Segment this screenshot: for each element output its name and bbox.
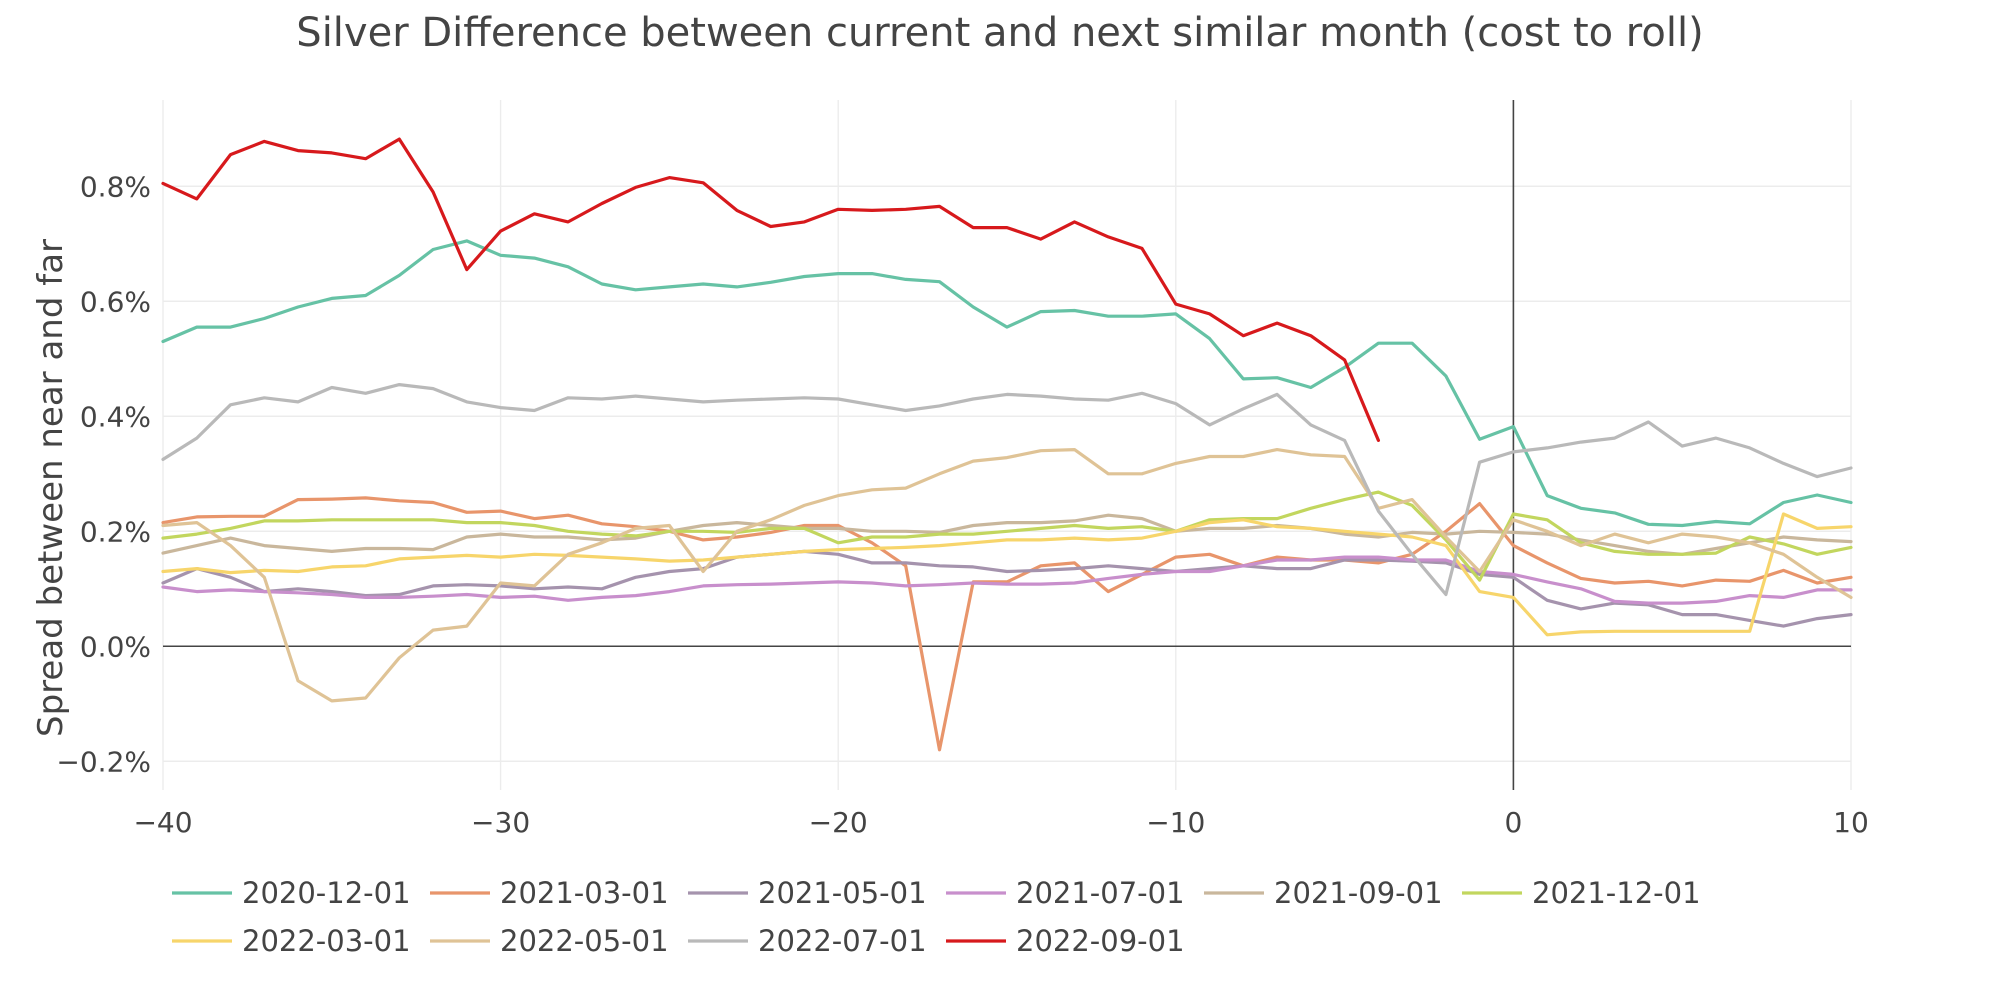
legend-label: 2022-09-01 <box>1016 924 1185 958</box>
series-line-2021-07-01 <box>161 555 1853 605</box>
legend-label: 2022-07-01 <box>758 924 927 958</box>
series-line-2020-12-01 <box>161 239 1853 528</box>
legend-label: 2021-12-01 <box>1532 876 1701 910</box>
legend: 2020-12-01 2021-03-01 2021-05-01 2021-07-01… <box>172 876 1701 958</box>
legend-label: 2022-03-01 <box>242 924 411 958</box>
legend-item: 2022-09-01 <box>946 924 1185 958</box>
series-line-2022-07-01 <box>161 383 1853 597</box>
y-tick-label: 0.0% <box>80 630 151 663</box>
legend-item: 2022-03-01 <box>172 924 411 958</box>
legend-item: 2021-12-01 <box>1462 876 1701 910</box>
grid <box>162 100 1852 790</box>
y-tick-label: 0.6% <box>80 285 151 318</box>
y-tick-label: 0.4% <box>80 400 151 433</box>
y-axis-label: Spread between near and far <box>31 239 71 737</box>
legend-item: 2021-09-01 <box>1204 876 1443 910</box>
tick-labels: −40 −30 −20 −10 0 10 −0.2% 0.0% 0.2% 0.4% 0.6% 0.8% <box>56 170 1868 839</box>
legend-label: 2022-05-01 <box>500 924 669 958</box>
x-tick-label: −30 <box>471 806 530 839</box>
series-lines <box>161 137 1853 752</box>
series-line-2022-03-01 <box>161 512 1853 637</box>
series-line-2021-09-01 <box>161 513 1853 556</box>
series-line-2021-05-01 <box>161 549 1853 628</box>
legend-item: 2020-12-01 <box>172 876 411 910</box>
legend-label: 2020-12-01 <box>242 876 411 910</box>
y-tick-label: 0.2% <box>80 515 151 548</box>
y-tick-label: −0.2% <box>56 745 151 778</box>
legend-item: 2021-05-01 <box>688 876 927 910</box>
legend-item: 2021-07-01 <box>946 876 1185 910</box>
x-tick-label: −10 <box>1146 806 1205 839</box>
x-tick-label: −40 <box>133 806 192 839</box>
axes <box>163 100 1851 790</box>
x-tick-label: 10 <box>1833 806 1869 839</box>
legend-label: 2021-07-01 <box>1016 876 1185 910</box>
x-tick-label: −20 <box>809 806 868 839</box>
legend-item: 2022-05-01 <box>430 924 669 958</box>
series-line-2021-12-01 <box>161 490 1853 582</box>
x-tick-label: 0 <box>1504 806 1522 839</box>
legend-label: 2021-03-01 <box>500 876 669 910</box>
series-line-2022-05-01 <box>161 448 1853 703</box>
legend-item: 2022-07-01 <box>688 924 927 958</box>
series-line-2022-09-01 <box>161 137 1381 442</box>
legend-label: 2021-09-01 <box>1274 876 1443 910</box>
legend-label: 2021-05-01 <box>758 876 927 910</box>
legend-item: 2021-03-01 <box>430 876 669 910</box>
y-tick-label: 0.8% <box>80 170 151 203</box>
chart-title: Silver Difference between current and ne… <box>296 10 1703 56</box>
series-line-2021-03-01 <box>161 496 1853 752</box>
